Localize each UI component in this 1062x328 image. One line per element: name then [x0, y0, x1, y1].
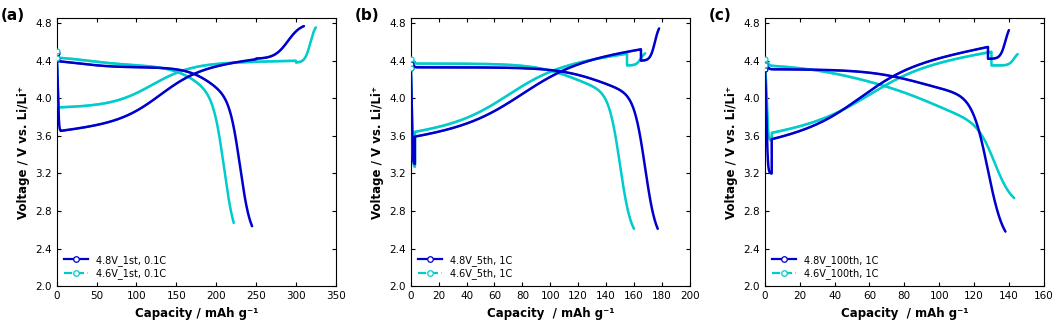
Y-axis label: Voltage / V vs. Li/Li⁺: Voltage / V vs. Li/Li⁺ — [371, 86, 383, 219]
X-axis label: Capacity  / mAh g⁻¹: Capacity / mAh g⁻¹ — [486, 307, 614, 320]
Y-axis label: Voltage / V vs. Li/Li⁺: Voltage / V vs. Li/Li⁺ — [17, 86, 30, 219]
Text: (c): (c) — [709, 8, 732, 23]
X-axis label: Capacity  / mAh g⁻¹: Capacity / mAh g⁻¹ — [840, 307, 969, 320]
Text: (a): (a) — [1, 8, 25, 23]
Legend: 4.8V_1st, 0.1C, 4.6V_1st, 0.1C: 4.8V_1st, 0.1C, 4.6V_1st, 0.1C — [62, 253, 168, 281]
Y-axis label: Voltage / V vs. Li/Li⁺: Voltage / V vs. Li/Li⁺ — [724, 86, 738, 219]
Text: (b): (b) — [355, 8, 379, 23]
Legend: 4.8V_100th, 1C, 4.6V_100th, 1C: 4.8V_100th, 1C, 4.6V_100th, 1C — [770, 253, 880, 281]
Legend: 4.8V_5th, 1C, 4.6V_5th, 1C: 4.8V_5th, 1C, 4.6V_5th, 1C — [415, 253, 514, 281]
X-axis label: Capacity / mAh g⁻¹: Capacity / mAh g⁻¹ — [135, 307, 258, 320]
